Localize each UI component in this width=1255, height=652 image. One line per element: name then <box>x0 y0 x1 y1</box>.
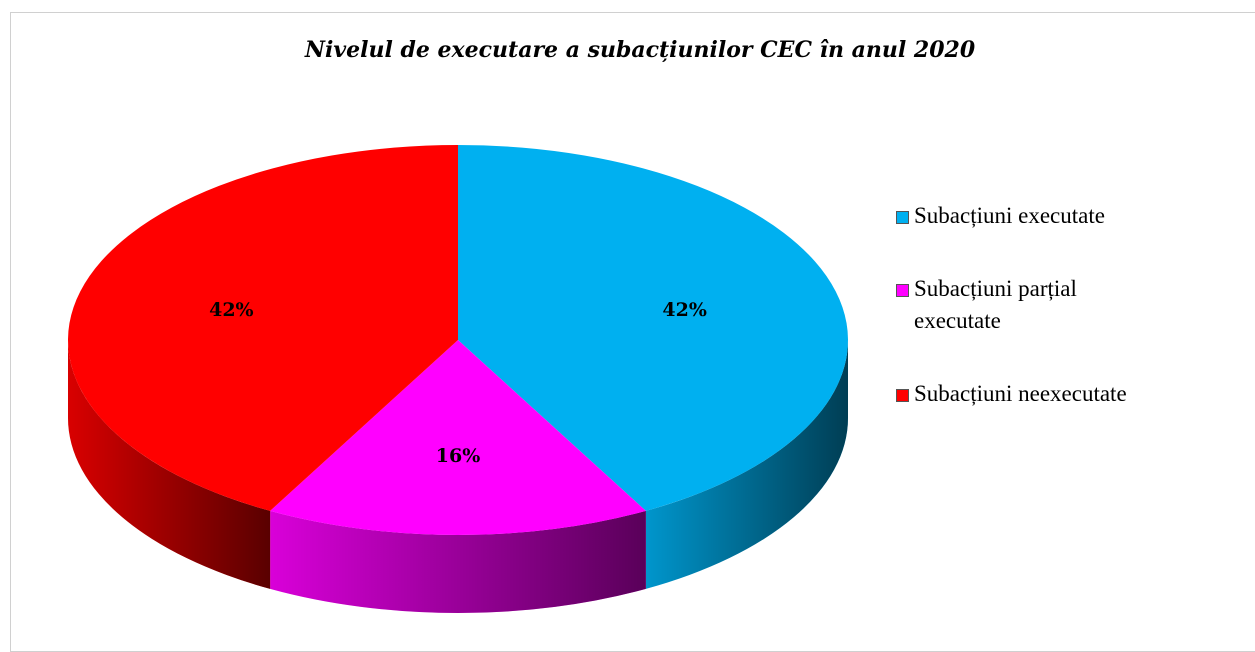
slice-side-shade <box>68 340 271 589</box>
chart: Nivelul de executare a subacțiunilor CEC… <box>68 37 976 613</box>
chart-title: Nivelul de executare a subacțiunilor CEC… <box>304 37 976 63</box>
page: Nivelul de executare a subacțiunilor CEC… <box>10 12 1255 652</box>
legend-swatch <box>896 284 909 297</box>
slice <box>68 145 458 511</box>
legend-swatch <box>896 389 909 402</box>
legend-label: Subacțiuni executate <box>914 203 1105 228</box>
legend-item: Subacțiuni neexecutate <box>896 378 1224 410</box>
data-label: 42% <box>209 299 254 321</box>
slice <box>270 340 646 535</box>
slice-side-shade <box>645 340 849 589</box>
legend-label: Subacțiuni parțial executate <box>914 276 1077 333</box>
legend-item: Subacțiuni parțial executate <box>896 273 1164 337</box>
slice <box>458 145 848 511</box>
legend-swatch <box>896 211 909 224</box>
data-label: 42% <box>662 299 707 321</box>
data-label: 16% <box>436 445 481 467</box>
legend: Subacțiuni executate Subacțiuni parțial e… <box>896 200 1226 451</box>
legend-label: Subacțiuni neexecutate <box>914 381 1127 406</box>
legend-item: Subacțiuni executate <box>896 200 1224 232</box>
slice-side-shade <box>270 510 646 613</box>
